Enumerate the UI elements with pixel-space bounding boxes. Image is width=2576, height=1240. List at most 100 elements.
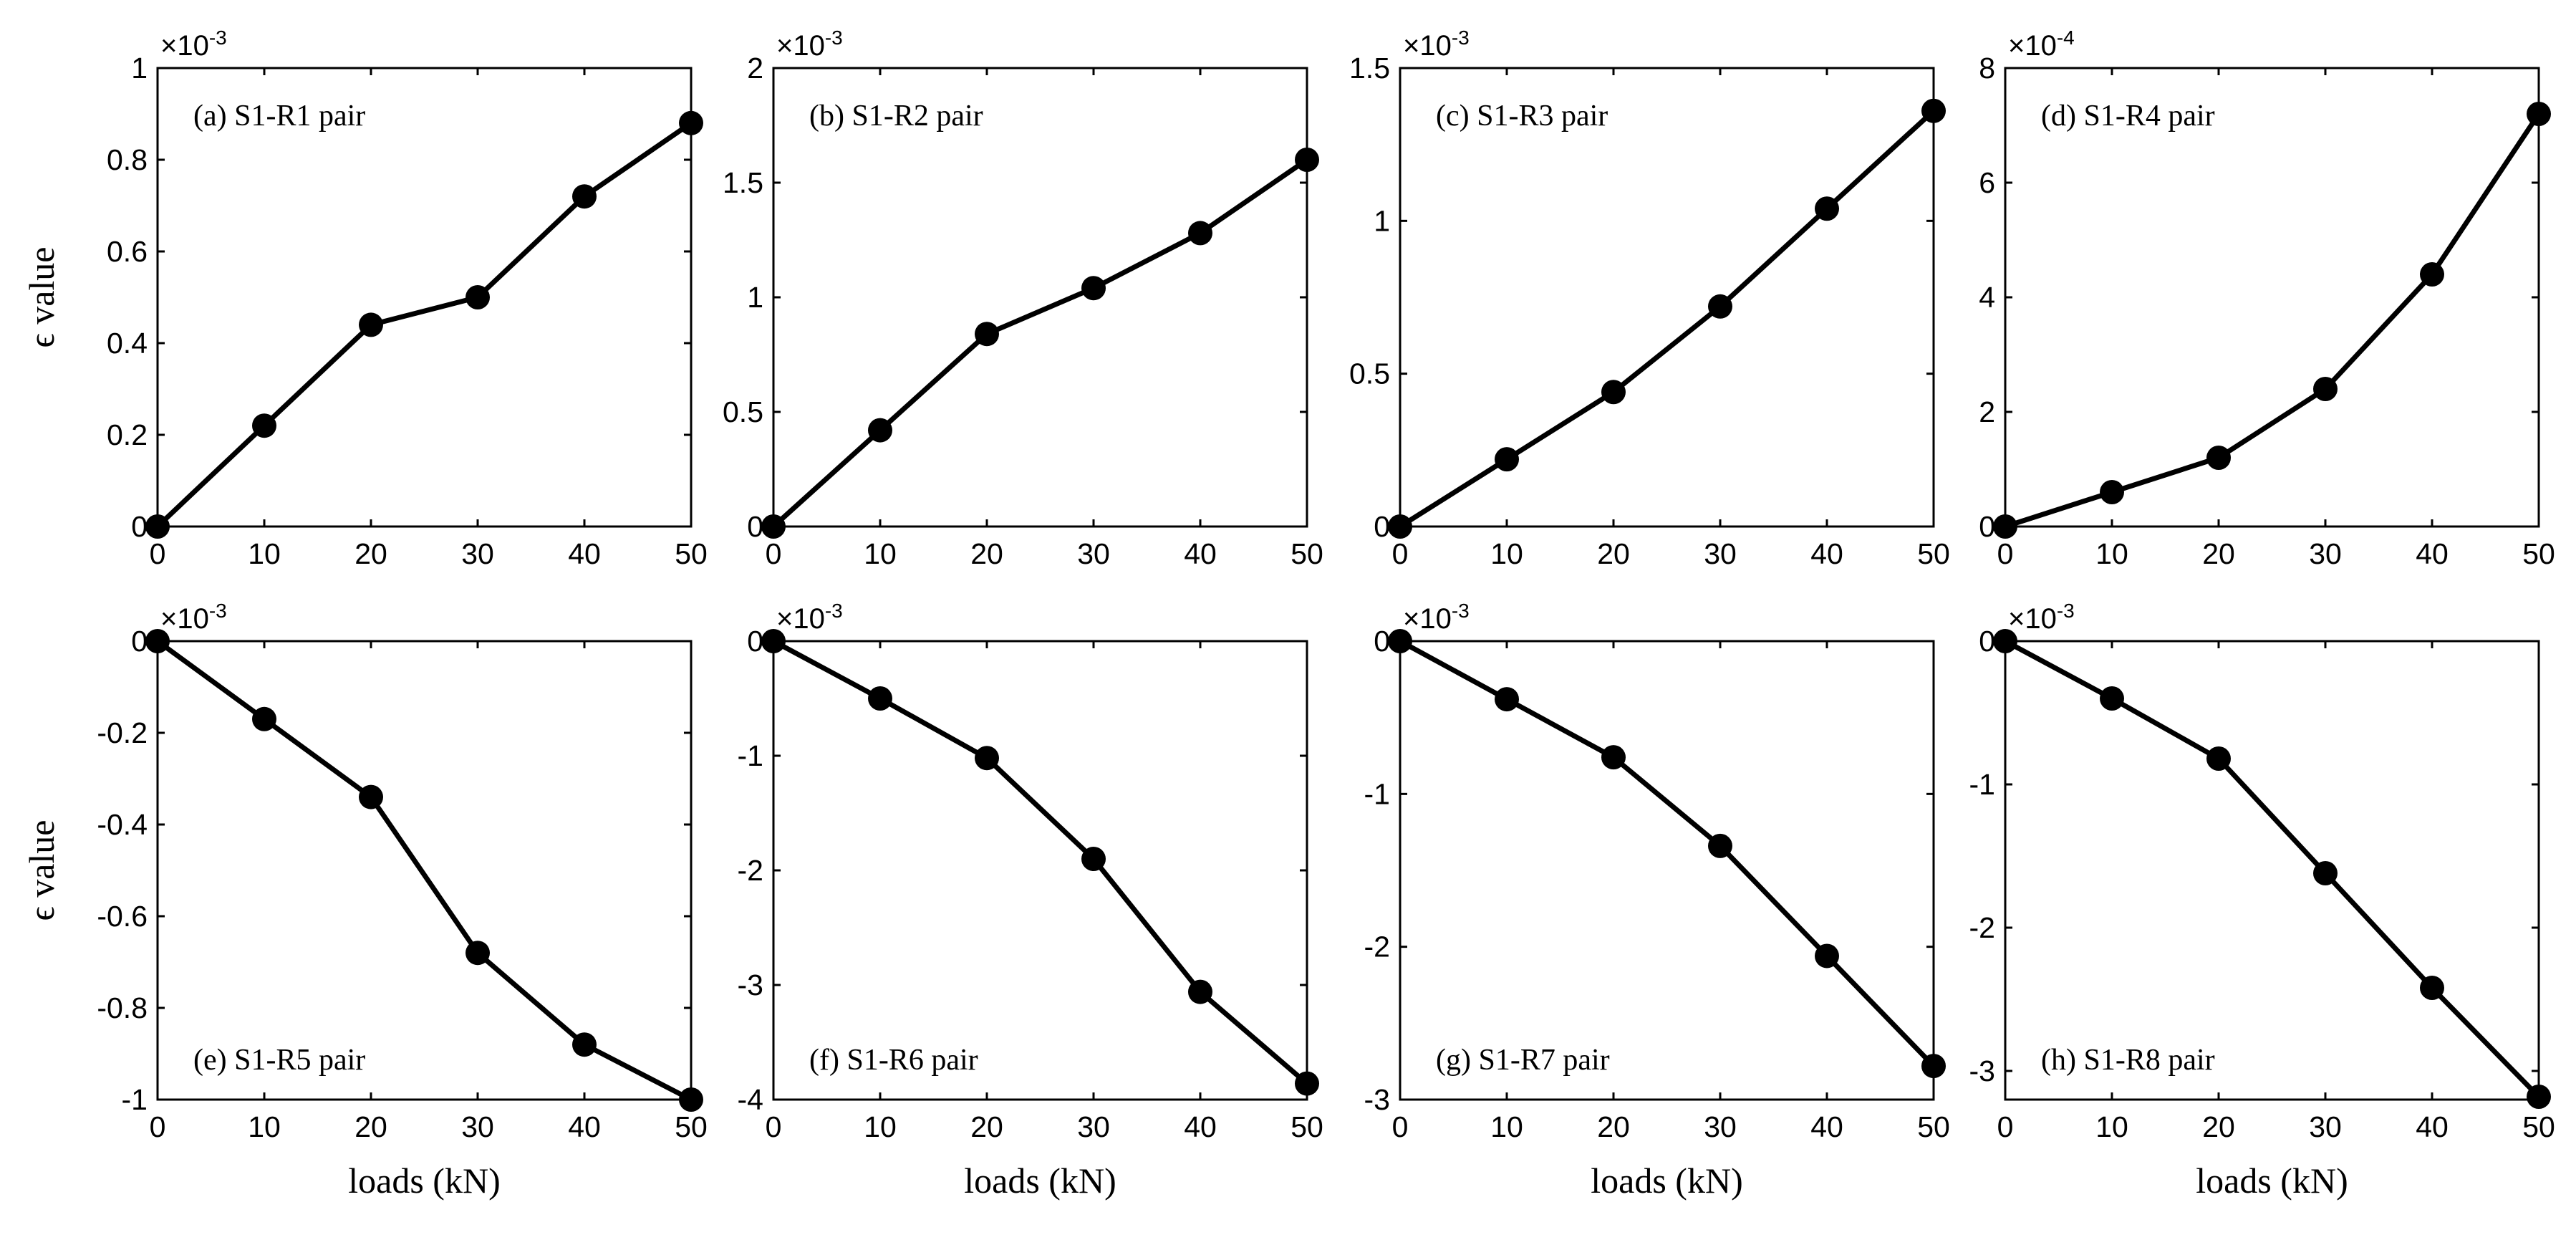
data-point-f-5	[1295, 1071, 1319, 1096]
x-tick-label-b-3: 30	[1077, 537, 1110, 570]
panel-label-e: (e) S1-R5 pair	[193, 1044, 365, 1077]
data-point-d-5	[2527, 102, 2551, 126]
y-tick-label-d-3: 6	[1979, 166, 1995, 199]
data-point-c-5	[1921, 98, 1946, 123]
series-line-e	[155, 638, 694, 1102]
plot-area-c	[1399, 67, 1935, 528]
panel-label-d: (d) S1-R4 pair	[2041, 100, 2215, 133]
y-tick-label-h-2: -1	[1969, 768, 1995, 801]
y-tick-label-e-1: -0.8	[97, 991, 148, 1024]
exponent-power-f: -3	[825, 600, 843, 622]
exponent-power-c: -3	[1452, 27, 1470, 49]
x-tick-label-d-3: 30	[2309, 537, 2342, 570]
y-tick-label-e-2: -0.6	[97, 900, 148, 933]
x-tick-label-e-4: 40	[568, 1110, 601, 1143]
x-tick-label-g-4: 40	[1810, 1110, 1843, 1143]
data-point-b-0	[761, 514, 786, 539]
series-line-d	[2002, 111, 2542, 529]
x-tick-label-f-4: 40	[1184, 1110, 1217, 1143]
x-tick-label-d-1: 10	[2095, 537, 2128, 570]
x-tick-label-b-2: 20	[970, 537, 1003, 570]
data-point-h-2	[2206, 746, 2231, 771]
data-point-b-3	[1081, 276, 1106, 301]
data-point-a-4	[572, 184, 597, 209]
x-tick-label-g-0: 0	[1392, 1110, 1409, 1143]
x-tick-label-g-2: 20	[1597, 1110, 1630, 1143]
x-tick-label-d-0: 0	[1997, 537, 2014, 570]
y-tick-label-b-0: 0	[747, 510, 763, 543]
y-tick-label-d-2: 4	[1979, 281, 1995, 314]
plot-area-e	[156, 640, 693, 1101]
exponent-power-d: -4	[2057, 27, 2075, 49]
x-tick-label-f-1: 10	[864, 1110, 897, 1143]
x-tick-label-f-3: 30	[1077, 1110, 1110, 1143]
exponent-base-d: ×10	[2008, 30, 2057, 62]
data-point-e-0	[145, 629, 170, 653]
data-point-f-0	[761, 629, 786, 653]
exponent-base-f: ×10	[776, 603, 825, 635]
data-point-c-3	[1708, 294, 1732, 319]
y-tick-label-a-1: 0.2	[107, 418, 148, 451]
exponent-base-a: ×10	[160, 30, 209, 62]
series-line-b	[771, 157, 1310, 529]
exponent-label-e: ×10-3	[160, 600, 227, 635]
data-point-e-1	[252, 706, 276, 731]
x-tick-label-h-4: 40	[2416, 1110, 2449, 1143]
x-tick-label-h-1: 10	[2095, 1110, 2128, 1143]
x-tick-label-h-0: 0	[1997, 1110, 2014, 1143]
x-tick-label-e-1: 10	[248, 1110, 281, 1143]
chart-panel-g: 0 10 20 30 40 50-3-2-10×10-3(g) S1-R7 pairloa…	[1364, 600, 1950, 1201]
y-tick-label-e-4: -0.2	[97, 716, 148, 749]
y-tick-label-a-2: 0.4	[107, 327, 148, 360]
series-line-f	[771, 638, 1310, 1087]
exponent-label-f: ×10-3	[776, 600, 843, 635]
exponent-base-h: ×10	[2008, 603, 2057, 635]
x-tick-label-d-5: 50	[2522, 537, 2555, 570]
plot-area-d	[2004, 67, 2540, 528]
y-tick-label-g-0: -3	[1364, 1083, 1390, 1116]
y-tick-label-g-1: -2	[1364, 931, 1390, 963]
x-tick-label-c-1: 10	[1490, 537, 1523, 570]
y-tick-label-b-2: 1	[747, 281, 763, 314]
chart-panel-b: 0 10 20 30 40 50 0 0.5 1 1.5 2 ×10-3 (b) S1-R2 pair	[723, 27, 1323, 570]
y-tick-label-h-0: -3	[1969, 1054, 1995, 1087]
x-tick-label-b-5: 50	[1291, 537, 1323, 570]
x-tick-label-h-5: 50	[2522, 1110, 2555, 1143]
data-point-e-5	[679, 1087, 703, 1112]
plot-area-g	[1399, 640, 1935, 1101]
data-point-e-2	[359, 784, 383, 809]
data-point-f-3	[1081, 847, 1106, 871]
data-point-h-3	[2313, 861, 2338, 885]
data-point-h-4	[2420, 976, 2444, 1000]
data-point-d-4	[2420, 262, 2444, 287]
x-tick-label-d-2: 20	[2202, 537, 2235, 570]
x-tick-label-g-3: 30	[1704, 1110, 1737, 1143]
plot-area-h	[2004, 640, 2540, 1101]
exponent-label-d: ×10-4	[2008, 27, 2075, 62]
data-point-f-2	[975, 746, 999, 771]
series-line-h	[2002, 638, 2542, 1100]
x-tick-label-f-0: 0	[766, 1110, 782, 1143]
y-tick-label-h-1: -2	[1969, 911, 1995, 944]
x-axis-title-f: loads (kN)	[964, 1160, 1116, 1201]
data-point-e-4	[572, 1032, 597, 1057]
exponent-label-h: ×10-3	[2008, 600, 2075, 635]
x-axis-title-e: loads (kN)	[348, 1160, 500, 1201]
x-tick-label-a-0: 0	[150, 537, 166, 570]
y-tick-label-b-1: 0.5	[723, 395, 763, 428]
y-tick-label-f-1: -3	[738, 969, 763, 1001]
data-point-g-4	[1815, 943, 1839, 969]
data-point-f-4	[1188, 979, 1212, 1004]
y-tick-label-g-2: -1	[1364, 777, 1390, 810]
y-tick-label-d-1: 2	[1979, 395, 1995, 428]
data-point-a-3	[465, 285, 490, 309]
x-tick-label-a-2: 20	[354, 537, 387, 570]
exponent-label-b: ×10-3	[776, 27, 843, 62]
panel-label-g: (g) S1-R7 pair	[1436, 1044, 1610, 1077]
y-tick-label-d-4: 8	[1979, 52, 1995, 85]
y-tick-label-c-1: 0.5	[1349, 357, 1390, 390]
x-tick-label-c-3: 30	[1704, 537, 1737, 570]
data-point-g-2	[1601, 745, 1626, 770]
x-tick-label-c-4: 40	[1810, 537, 1843, 570]
